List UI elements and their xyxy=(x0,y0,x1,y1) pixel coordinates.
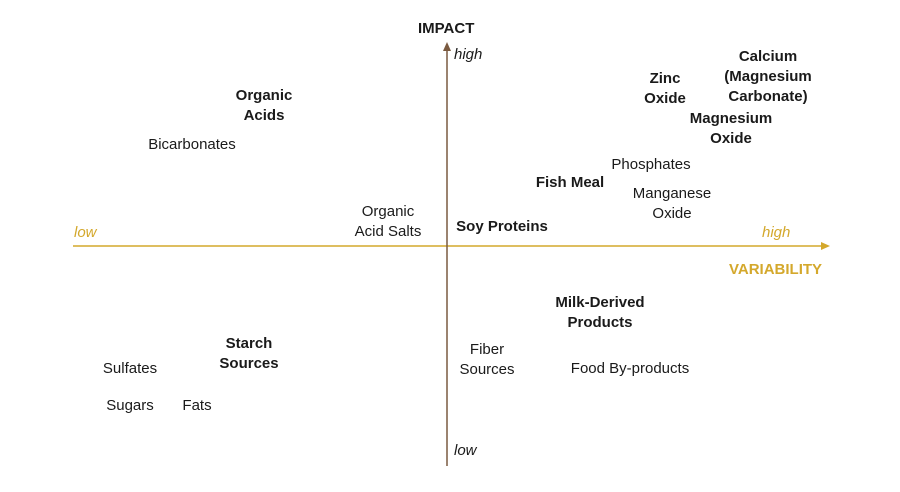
item-label: Calcium (Magnesium Carbonate) xyxy=(724,48,812,105)
item-label: Sugars xyxy=(106,397,154,414)
x-axis-title: VARIABILITY xyxy=(729,261,823,278)
x-axis-arrowhead xyxy=(821,242,830,250)
x-axis-low-label: low xyxy=(74,224,97,241)
x-axis-high-label: high xyxy=(762,224,791,241)
item-label: Organic Acids xyxy=(235,87,293,124)
y-axis-high-label: high xyxy=(454,46,483,63)
item-label: Sulfates xyxy=(102,360,158,377)
item-label: Magnesium Oxide xyxy=(689,110,773,147)
y-axis-arrowhead xyxy=(443,42,451,51)
item-label: Organic Acid Salts xyxy=(354,203,422,240)
item-label: Bicarbonates xyxy=(148,136,236,153)
item-label: Starch Sources xyxy=(219,335,279,372)
y-axis-low-label: low xyxy=(454,442,477,459)
item-label: Food By-products xyxy=(570,360,690,377)
item-label: Fiber Sources xyxy=(459,341,515,378)
item-label: Manganese Oxide xyxy=(632,185,712,222)
item-label: Fats xyxy=(182,397,212,414)
y-axis-title: IMPACT xyxy=(418,20,475,37)
item-label: Milk-Derived Products xyxy=(555,294,645,331)
item-label: Zinc Oxide xyxy=(644,70,686,107)
item-label: Soy Proteins xyxy=(456,218,548,235)
item-label: Phosphates xyxy=(611,156,691,173)
item-label: Fish Meal xyxy=(535,174,605,191)
